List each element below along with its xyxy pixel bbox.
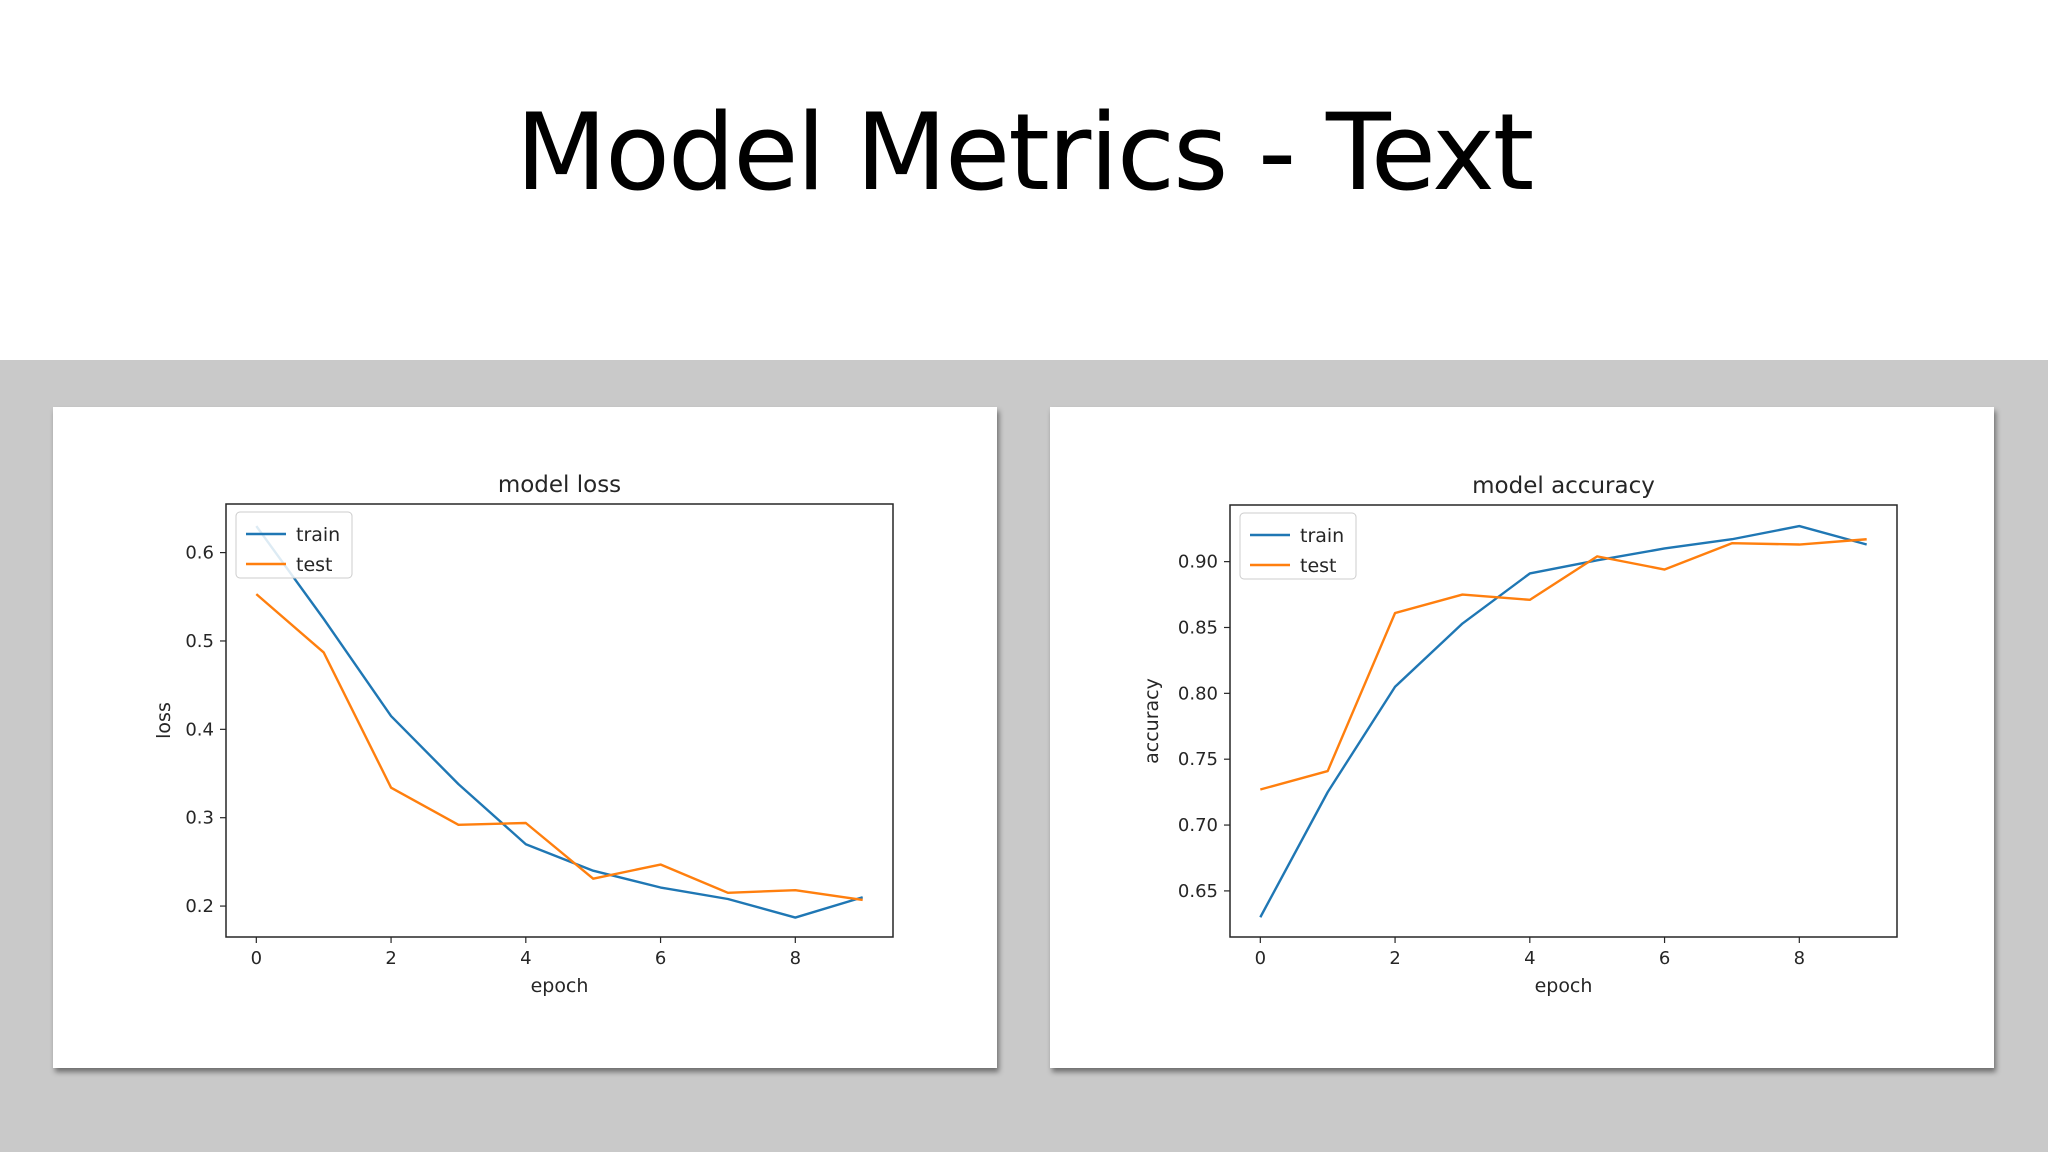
legend-box: [1239, 512, 1357, 580]
legend-label-train: train: [296, 524, 340, 546]
plot-frame: [1229, 504, 1898, 938]
y-tick-label: 0.2: [185, 896, 214, 917]
legend-label-train: train: [1300, 525, 1344, 547]
x-tick-label: 8: [790, 948, 801, 969]
series-line-test: [255, 593, 863, 902]
x-axis-label: epoch: [531, 975, 589, 997]
series-line-train: [1259, 524, 1867, 918]
y-tick-label: 0.80: [1178, 683, 1218, 704]
series-line-train: [255, 525, 864, 919]
x-tick-label: 0: [1255, 948, 1266, 969]
x-tick-label: 8: [1794, 948, 1805, 969]
plot-frame: [225, 503, 894, 938]
legend-box: [235, 511, 353, 579]
y-tick-label: 0.4: [185, 719, 214, 740]
y-tick-label: 0.90: [1178, 552, 1218, 573]
y-tick-label: 0.75: [1178, 749, 1218, 770]
x-tick-label: 4: [1524, 948, 1535, 969]
legend-label-test: test: [296, 554, 333, 576]
x-tick-label: 0: [251, 948, 262, 969]
accuracy-chart-panel: model accuracy 0 2 4 6 8 0.65 0.70 0.75 0.80 0.85 0…: [1050, 407, 1994, 1068]
y-tick-label: 0.70: [1178, 815, 1218, 836]
chart-title: model accuracy: [1472, 473, 1655, 499]
y-axis-label: accuracy: [1141, 678, 1163, 764]
x-tick-label: 4: [520, 948, 531, 969]
accuracy-chart: model accuracy 0 2 4 6 8 0.65 0.70 0.75 0.80 0.85 0…: [1141, 473, 1898, 997]
x-tick-label: 2: [385, 948, 396, 969]
slide-title: Model Metrics - Text: [515, 91, 1535, 214]
y-tick-label: 0.5: [185, 631, 214, 652]
y-tick-label: 0.3: [185, 808, 214, 829]
y-axis-label: loss: [153, 702, 175, 739]
legend-label-test: test: [1300, 555, 1337, 577]
y-tick-label: 0.65: [1178, 881, 1218, 902]
y-tick-label: 0.85: [1178, 617, 1218, 638]
x-tick-label: 6: [1659, 948, 1670, 969]
loss-chart-panel: model loss 0 2 4 6 8 0.2 0.3 0.4 0.5 0.6 epoch loss t…: [53, 407, 997, 1068]
y-tick-label: 0.6: [185, 543, 214, 564]
x-tick-label: 2: [1389, 948, 1400, 969]
x-tick-label: 6: [655, 948, 666, 969]
x-axis-label: epoch: [1535, 975, 1593, 997]
series-line-test: [1260, 538, 1867, 791]
loss-chart: model loss 0 2 4 6 8 0.2 0.3 0.4 0.5 0.6 epoch loss t…: [153, 472, 894, 997]
chart-title: model loss: [498, 472, 621, 498]
